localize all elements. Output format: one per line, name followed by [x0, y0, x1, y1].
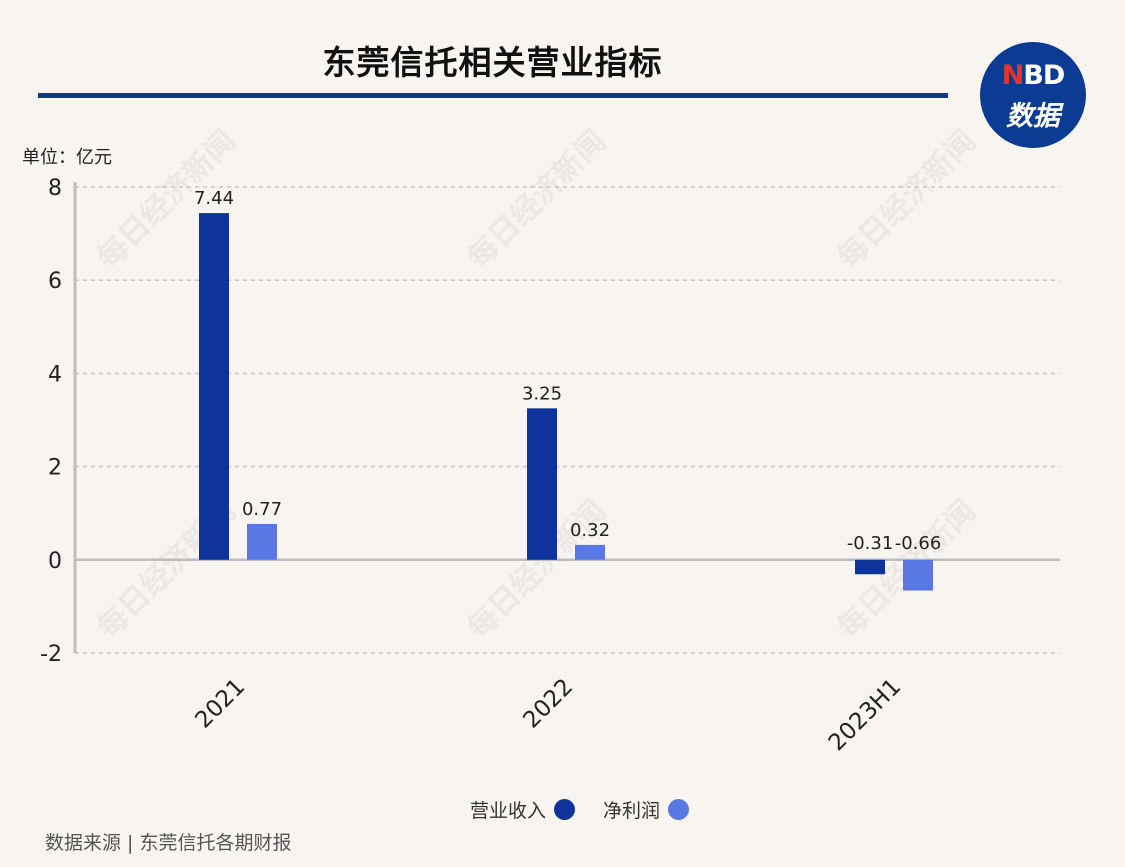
bars: [199, 213, 933, 591]
data-label: -0.66: [895, 533, 942, 554]
logo-text: 数据: [1006, 101, 1060, 132]
legend-item-revenue: 营业收入: [470, 796, 576, 823]
y-tick-label: 2: [48, 456, 62, 481]
logo-bd: BD: [1023, 60, 1065, 91]
data-label: 3.25: [522, 383, 562, 404]
legend-dot-revenue: [554, 799, 576, 820]
bar-revenue: [199, 213, 229, 560]
y-tick-label: 4: [48, 362, 62, 387]
unit-label: 单位：亿元: [22, 147, 112, 168]
bar-revenue: [855, 559, 885, 575]
legend-dot-net-profit: [668, 799, 690, 820]
y-tick-label: 8: [48, 176, 62, 201]
axes: [73, 182, 1060, 653]
logo-n: N: [1001, 60, 1025, 91]
y-tick-label: 0: [48, 549, 62, 574]
x-tick-label: 2021: [190, 674, 250, 734]
data-label: -0.31: [847, 533, 894, 554]
source-note: 数据来源 | 东莞信托各期财报: [45, 832, 292, 854]
data-label: 0.32: [570, 520, 610, 541]
y-tick-label: -2: [40, 642, 62, 667]
legend-item-net-profit: 净利润: [603, 796, 690, 823]
data-labels: 7.44 3.25 -0.31 0.77 0.32 -0.66: [194, 188, 941, 554]
x-tick-label: 2023H1: [824, 674, 906, 756]
data-label: 0.77: [242, 499, 282, 520]
watermark-text: 每日经济新闻: [461, 124, 613, 276]
title-underline: [38, 93, 948, 98]
bar-net-profit: [247, 523, 277, 560]
watermark-text: 每日经济新闻: [831, 124, 983, 276]
legend-label-net-profit: 净利润: [603, 800, 661, 822]
bar-revenue: [527, 408, 557, 560]
data-label: 7.44: [194, 188, 234, 209]
nbd-logo: NBD 数据: [980, 42, 1086, 148]
bar-net-profit: [575, 544, 605, 560]
y-tick-label: 6: [48, 269, 62, 294]
legend-label-revenue: 营业收入: [470, 800, 547, 822]
legend: 营业收入 净利润: [0, 796, 1125, 826]
bar-net-profit: [903, 559, 933, 591]
chart-title: 东莞信托相关营业指标: [322, 43, 663, 82]
x-tick-label: 2022: [518, 674, 578, 734]
